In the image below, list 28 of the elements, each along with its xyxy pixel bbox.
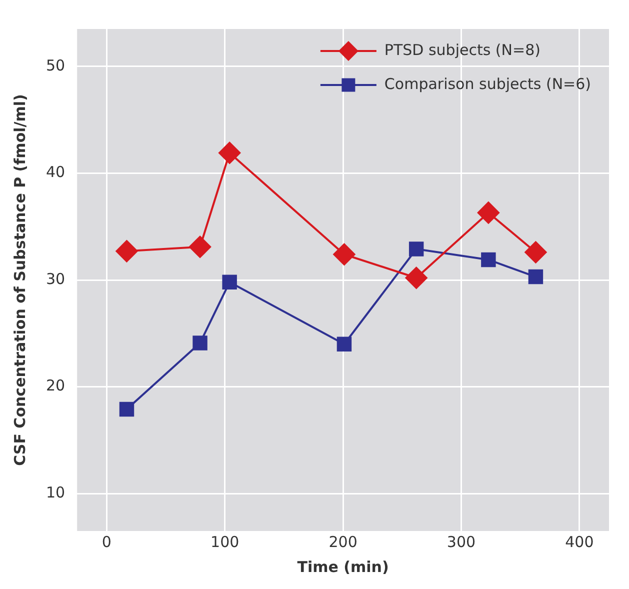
- y-tick-label: 20: [46, 376, 66, 395]
- x-tick-label: 300: [446, 532, 476, 551]
- x-axis-title: Time (min): [297, 558, 389, 576]
- legend-label: PTSD subjects (N=8): [384, 40, 540, 59]
- y-axis-title: CSF Concentration of Substance P (fmol/ml): [10, 94, 29, 466]
- y-tick-label: 50: [46, 56, 66, 74]
- point: [336, 336, 352, 352]
- point: [189, 236, 212, 258]
- point: [408, 242, 424, 256]
- point: [405, 266, 428, 289]
- point: [524, 241, 547, 264]
- point: [477, 202, 500, 224]
- point: [222, 274, 237, 290]
- point: [192, 336, 208, 350]
- x-tick-label: 400: [565, 532, 594, 551]
- point: [528, 269, 544, 284]
- point: [116, 240, 138, 262]
- point: [218, 142, 241, 164]
- y-tick-label: 40: [46, 163, 66, 182]
- legend-label: Comparison subjects (N=6): [384, 74, 592, 93]
- x-tick-label: 200: [328, 532, 358, 551]
- point: [119, 402, 134, 417]
- x-tick-label: 100: [210, 532, 240, 551]
- point: [333, 243, 356, 266]
- y-tick-label: 30: [46, 270, 66, 288]
- point: [481, 252, 496, 268]
- y-tick-label: 10: [46, 484, 66, 502]
- x-tick-label: 0: [102, 532, 112, 551]
